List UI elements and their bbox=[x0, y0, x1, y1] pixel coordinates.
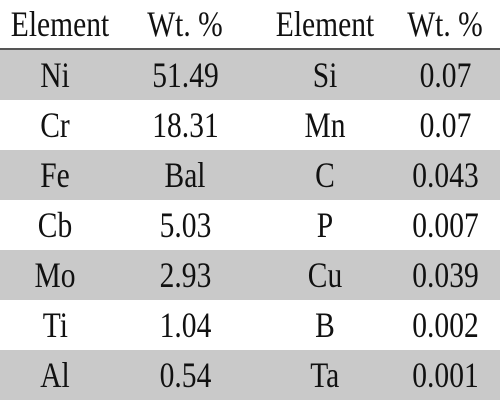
table-cell: Ni bbox=[0, 49, 110, 100]
table-cell: B bbox=[260, 300, 390, 350]
table-cell: 5.03 bbox=[110, 200, 260, 250]
table-row: Fe Bal C 0.043 bbox=[0, 150, 500, 200]
cell-text: Mn bbox=[304, 105, 346, 145]
cell-text: B bbox=[315, 305, 335, 345]
cell-text: 18.31 bbox=[151, 105, 219, 145]
cell-text: 0.007 bbox=[411, 205, 479, 245]
cell-text: 0.001 bbox=[411, 355, 479, 395]
table-cell: 0.002 bbox=[390, 300, 500, 350]
cell-text: Al bbox=[40, 355, 70, 395]
table-cell: 18.31 bbox=[110, 100, 260, 150]
table-cell: P bbox=[260, 200, 390, 250]
table-cell: Fe bbox=[0, 150, 110, 200]
cell-text: Si bbox=[312, 55, 338, 95]
table-cell: 0.007 bbox=[390, 200, 500, 250]
cell-text: Cb bbox=[37, 205, 73, 245]
table-row: Cb 5.03 P 0.007 bbox=[0, 200, 500, 250]
table-cell: 0.001 bbox=[390, 350, 500, 400]
table-cell: Si bbox=[260, 49, 390, 100]
table-row: Ti 1.04 B 0.002 bbox=[0, 300, 500, 350]
header-text: Element bbox=[275, 4, 375, 44]
cell-text: Ta bbox=[310, 355, 340, 395]
table-cell: 1.04 bbox=[110, 300, 260, 350]
table-body: Ni 51.49 Si 0.07 Cr 18.31 Mn 0.07 Fe Bal C 0.043 Cb 5… bbox=[0, 49, 500, 400]
table-cell: Ta bbox=[260, 350, 390, 400]
cell-text: 51.49 bbox=[151, 55, 219, 95]
table-row: Cr 18.31 Mn 0.07 bbox=[0, 100, 500, 150]
cell-text: Cr bbox=[40, 105, 70, 145]
header-cell: Element bbox=[260, 0, 390, 50]
cell-text: 0.043 bbox=[411, 155, 479, 195]
header-cell: Wt. % bbox=[390, 0, 500, 50]
table-row: Al 0.54 Ta 0.001 bbox=[0, 350, 500, 400]
table-row: Mo 2.93 Cu 0.039 bbox=[0, 250, 500, 300]
table-cell: 0.043 bbox=[390, 150, 500, 200]
table-cell: 51.49 bbox=[110, 49, 260, 100]
table-cell: 2.93 bbox=[110, 250, 260, 300]
table-cell: Al bbox=[0, 350, 110, 400]
table-cell: Cr bbox=[0, 100, 110, 150]
table-cell: Cb bbox=[0, 200, 110, 250]
cell-text: 1.04 bbox=[159, 305, 211, 345]
table-cell: 0.039 bbox=[390, 250, 500, 300]
table-cell: Mo bbox=[0, 250, 110, 300]
header-cell: Wt. % bbox=[110, 0, 260, 50]
table-cell: 0.07 bbox=[390, 100, 500, 150]
cell-text: 0.039 bbox=[411, 255, 479, 295]
cell-text: Ni bbox=[40, 55, 70, 95]
cell-text: 2.93 bbox=[159, 255, 211, 295]
header-cell: Element bbox=[0, 0, 110, 50]
cell-text: 0.002 bbox=[411, 305, 479, 345]
table-row: Ni 51.49 Si 0.07 bbox=[0, 49, 500, 100]
table-cell: Cu bbox=[260, 250, 390, 300]
cell-text: Fe bbox=[40, 155, 70, 195]
table-cell: Ti bbox=[0, 300, 110, 350]
cell-text: Ti bbox=[42, 305, 68, 345]
cell-text: Bal bbox=[164, 155, 206, 195]
cell-text: 0.07 bbox=[419, 105, 471, 145]
table-cell: 0.07 bbox=[390, 49, 500, 100]
header-text: Wt. % bbox=[407, 4, 483, 44]
cell-text: Cu bbox=[307, 255, 343, 295]
header-text: Element bbox=[10, 4, 110, 44]
cell-text: C bbox=[315, 155, 335, 195]
header-row: Element Wt. % Element Wt. % bbox=[0, 0, 500, 50]
cell-text: 0.54 bbox=[159, 355, 211, 395]
cell-text: Mo bbox=[34, 255, 76, 295]
cell-text: 0.07 bbox=[419, 55, 471, 95]
table-cell: 0.54 bbox=[110, 350, 260, 400]
cell-text: P bbox=[316, 205, 334, 245]
table-cell: C bbox=[260, 150, 390, 200]
cell-text: 5.03 bbox=[159, 205, 211, 245]
table-cell: Bal bbox=[110, 150, 260, 200]
table-cell: Mn bbox=[260, 100, 390, 150]
header-text: Wt. % bbox=[147, 4, 223, 44]
